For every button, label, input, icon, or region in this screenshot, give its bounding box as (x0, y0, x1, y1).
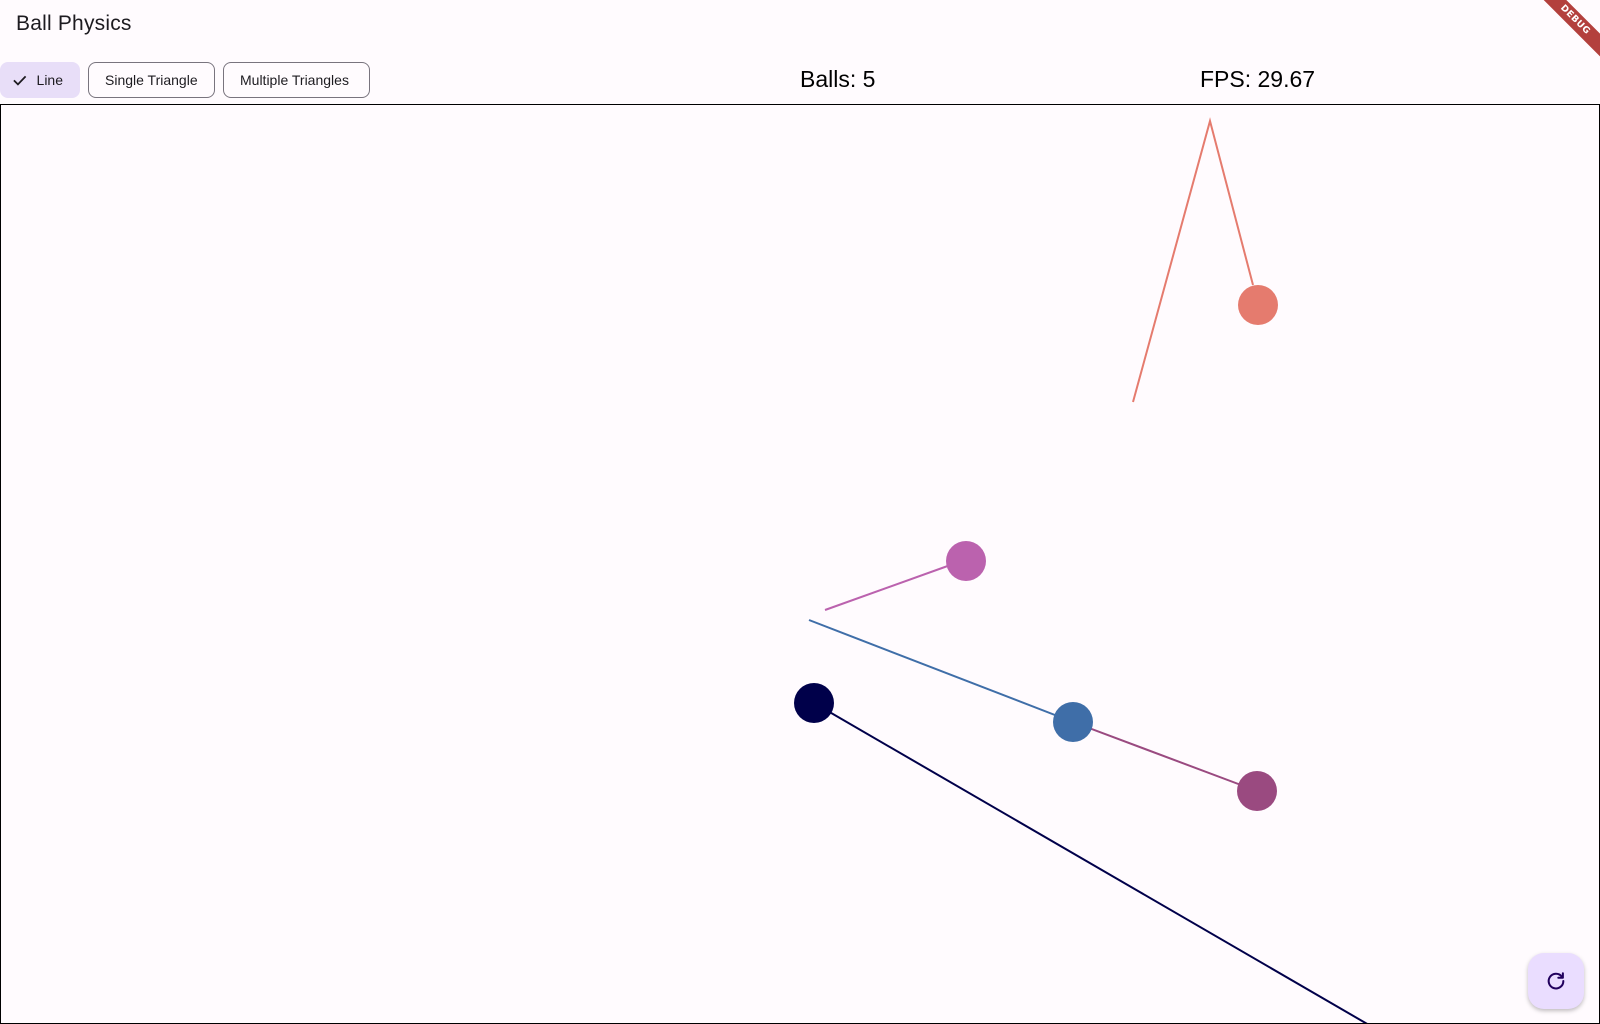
check-icon (13, 75, 27, 86)
chip-line[interactable]: Line (0, 62, 80, 98)
ball-steel-blue (1053, 702, 1093, 742)
chip-single-triangle-label: Single Triangle (105, 72, 198, 88)
debug-banner-label: DEBUG (1530, 0, 1600, 65)
debug-banner: DEBUG (1530, 0, 1600, 70)
balls-counter: Balls: 5 (800, 66, 876, 92)
chip-line-label: Line (36, 72, 63, 88)
chip-multiple-triangles[interactable]: Multiple Triangles (223, 62, 370, 98)
trail-plum (1072, 721, 1258, 792)
chip-multiple-triangles-label: Multiple Triangles (240, 72, 349, 88)
ball-orchid (946, 541, 986, 581)
refresh-icon (1547, 972, 1565, 990)
trail-steel-blue (808, 619, 1074, 723)
app-title: Ball Physics (16, 12, 132, 35)
fps-counter: FPS: 29.67 (1200, 66, 1316, 92)
trail-navy (813, 702, 1368, 1023)
ball-plum (1237, 771, 1277, 811)
trail-coral (1132, 117, 1254, 403)
physics-canvas[interactable] (0, 104, 1600, 1024)
reset-button[interactable] (1528, 953, 1584, 1009)
trail-orchid (824, 562, 957, 611)
physics-scene (794, 117, 1368, 1023)
ball-coral (1238, 285, 1278, 325)
ball-navy (794, 683, 834, 723)
chip-single-triangle[interactable]: Single Triangle (88, 62, 215, 98)
